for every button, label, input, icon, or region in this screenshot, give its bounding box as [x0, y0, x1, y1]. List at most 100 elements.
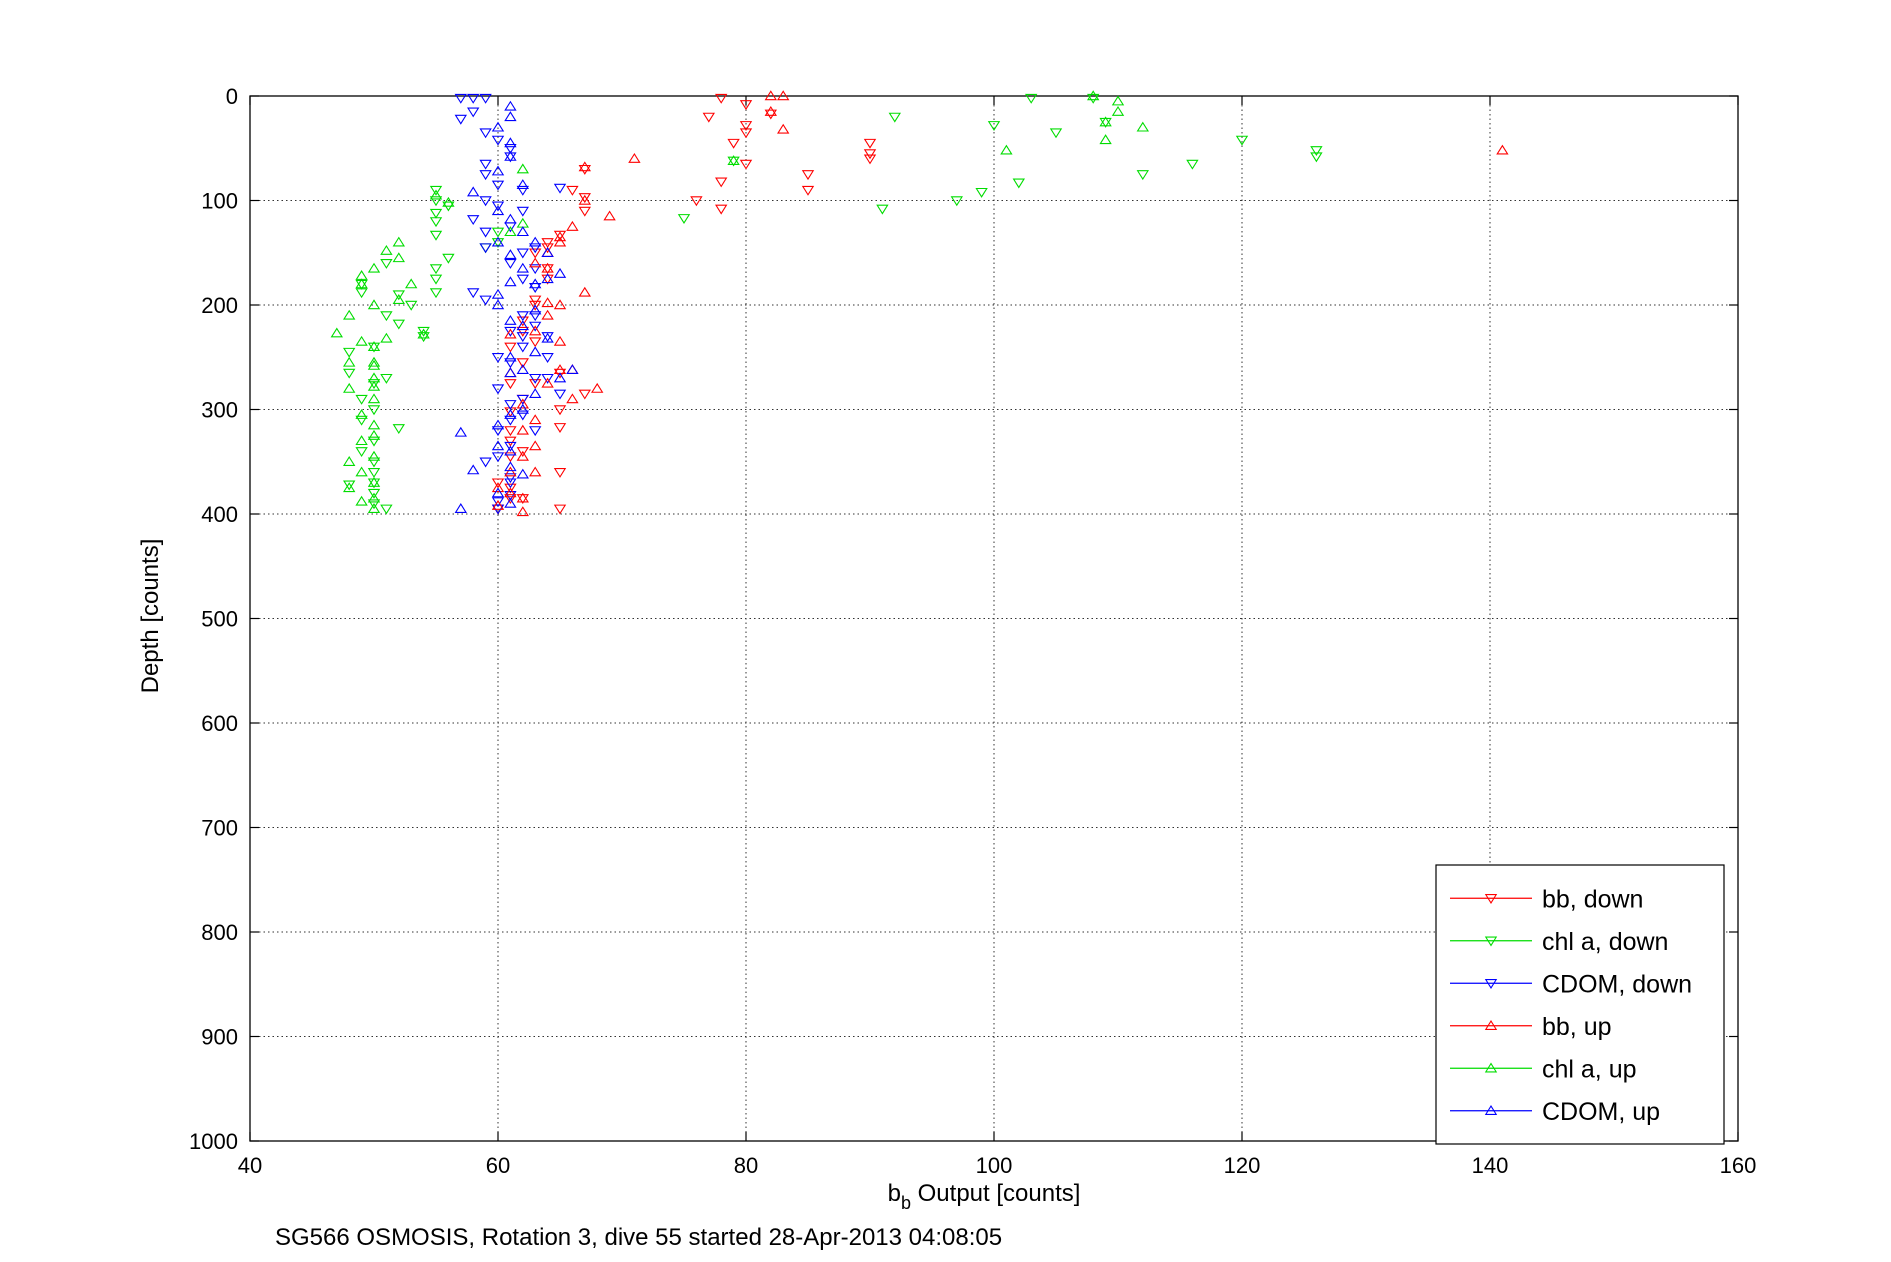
data-point — [504, 226, 517, 237]
data-point — [1111, 95, 1125, 106]
x-tick-label: 160 — [1720, 1153, 1757, 1178]
y-tick-label: 800 — [201, 920, 238, 945]
data-point — [467, 107, 480, 118]
data-point — [504, 351, 517, 362]
data-point — [553, 299, 567, 310]
x-tick-label: 60 — [486, 1153, 510, 1178]
data-point — [504, 259, 517, 269]
data-point — [491, 201, 505, 212]
y-tick-label: 700 — [201, 816, 238, 841]
legend-box — [1435, 864, 1725, 1145]
data-point — [541, 332, 554, 343]
data-point — [467, 464, 480, 475]
data-point — [1310, 146, 1323, 157]
data-point — [516, 394, 529, 405]
data-point — [467, 186, 480, 197]
data-point — [504, 314, 517, 325]
data-point — [516, 447, 529, 458]
data-point — [801, 185, 815, 196]
series-chl-a-up — [330, 90, 1149, 513]
data-point — [504, 478, 517, 489]
data-point — [987, 121, 1001, 131]
data-point — [429, 185, 443, 196]
data-point — [578, 194, 591, 205]
data-point — [392, 294, 405, 304]
data-point — [355, 415, 368, 426]
data-point — [516, 262, 529, 273]
data-point — [504, 473, 517, 484]
data-point — [553, 183, 567, 194]
data-point — [504, 441, 517, 452]
data-point — [516, 494, 529, 505]
data-point — [355, 409, 368, 419]
data-point — [504, 487, 517, 498]
data-point — [553, 231, 567, 242]
data-point — [529, 325, 542, 336]
y-tick-label: 900 — [201, 1025, 238, 1050]
data-point — [553, 236, 567, 247]
y-tick-label: 0 — [226, 84, 238, 109]
data-point — [516, 248, 529, 259]
legend-label: CDOM, down — [1542, 970, 1692, 998]
data-point — [491, 236, 505, 247]
data-point — [739, 128, 753, 139]
data-point — [454, 426, 467, 437]
legend-label: chl a, up — [1542, 1055, 1637, 1083]
data-point — [566, 185, 579, 196]
data-point — [504, 494, 517, 505]
data-point — [429, 217, 443, 228]
data-point — [516, 492, 529, 503]
data-point — [888, 112, 901, 123]
data-point — [516, 506, 529, 517]
data-point — [392, 319, 405, 330]
data-point — [504, 144, 517, 154]
series-chl-a-down — [343, 93, 1323, 515]
data-point — [504, 426, 517, 437]
data-point — [529, 264, 542, 275]
data-point — [367, 457, 381, 468]
data-point — [566, 393, 579, 404]
data-point — [504, 409, 517, 419]
data-point — [380, 373, 393, 384]
data-point — [504, 150, 517, 161]
data-point — [504, 445, 517, 456]
data-point — [516, 410, 529, 421]
data-point — [529, 278, 542, 289]
axis-ticks: 40 60 80 100 120 140 160 0 100 200 300 400 500 600 700… — [189, 84, 1756, 1178]
data-point — [541, 373, 554, 384]
data-point — [479, 457, 492, 468]
data-point — [566, 364, 579, 374]
data-point — [516, 468, 529, 479]
data-point — [491, 227, 505, 238]
data-point — [529, 466, 542, 477]
data-point — [764, 109, 777, 120]
data-point — [479, 128, 492, 139]
data-point — [553, 468, 567, 478]
data-point — [491, 180, 505, 191]
data-point — [739, 121, 753, 131]
data-point — [367, 468, 381, 478]
data-point — [702, 112, 715, 123]
data-point — [367, 450, 381, 461]
data-point — [516, 358, 529, 369]
data-point — [367, 503, 381, 513]
data-point — [367, 262, 381, 273]
data-point — [578, 193, 591, 204]
data-point — [541, 238, 554, 249]
data-point — [715, 204, 728, 215]
data-point — [504, 379, 517, 390]
data-point — [504, 249, 517, 260]
data-point — [541, 273, 554, 284]
data-point — [367, 499, 381, 510]
data-point — [491, 238, 505, 249]
data-point — [529, 300, 542, 311]
data-point — [504, 358, 517, 369]
y-tick-label: 100 — [201, 189, 238, 214]
y-axis-label: Depth [counts] — [137, 539, 164, 694]
data-point — [529, 388, 542, 399]
data-point — [801, 170, 815, 181]
data-point — [1099, 116, 1112, 127]
data-point — [454, 114, 467, 125]
data-point — [417, 328, 430, 339]
data-point — [343, 482, 356, 493]
